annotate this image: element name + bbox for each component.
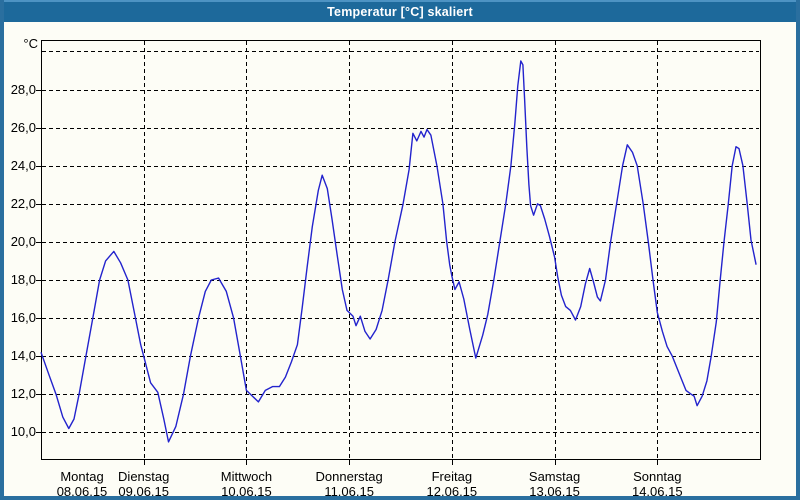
y-axis-tick-label: 16,0 xyxy=(10,310,36,326)
x-axis-date-label: 14.06.15 xyxy=(631,484,683,499)
x-axis-date-label: 13.06.15 xyxy=(529,484,580,499)
x-axis-date-label: 12.06.15 xyxy=(426,484,478,499)
x-axis-day-label: Sonntag xyxy=(633,469,682,484)
x-axis-date-label: 10.06.15 xyxy=(221,484,272,499)
temperature-series-line xyxy=(40,60,757,443)
x-axis-day-label: Freitag xyxy=(431,469,473,484)
x-axis-day-label: Mittwoch xyxy=(220,469,273,484)
y-axis-tick-label: 18,0 xyxy=(10,271,36,287)
title-bar: Temperatur [°C] skaliert xyxy=(0,0,800,22)
window-border-bottom xyxy=(0,496,800,500)
x-axis-day-label: Dienstag xyxy=(118,469,170,484)
y-axis-unit-label: °C xyxy=(23,36,38,51)
y-axis-tick-label: 24,0 xyxy=(10,157,36,173)
y-axis-tick-label: 12,0 xyxy=(10,386,36,402)
x-axis-date-label: 08.06.15 xyxy=(56,484,108,499)
y-axis-tick-label: 22,0 xyxy=(10,195,36,211)
y-axis-tick-label: 14,0 xyxy=(10,348,36,364)
x-axis-day-label: Montag xyxy=(60,469,104,484)
window-title: Temperatur [°C] skaliert xyxy=(327,5,473,19)
plot-border xyxy=(41,40,761,460)
y-axis-tick-label: 26,0 xyxy=(10,119,36,135)
window-border-left xyxy=(0,0,4,500)
y-axis-tick-label: 20,0 xyxy=(10,233,36,249)
x-axis-date-label: 11.06.15 xyxy=(324,484,374,499)
x-axis-day-label: Samstag xyxy=(528,469,581,484)
x-axis-date-label: 09.06.15 xyxy=(118,484,169,499)
x-axis-day-label: Donnerstag xyxy=(315,469,383,484)
y-axis-tick-label: 28,0 xyxy=(10,81,36,97)
y-axis-tick-label: 10,0 xyxy=(10,424,36,440)
window-border-right xyxy=(796,0,800,500)
